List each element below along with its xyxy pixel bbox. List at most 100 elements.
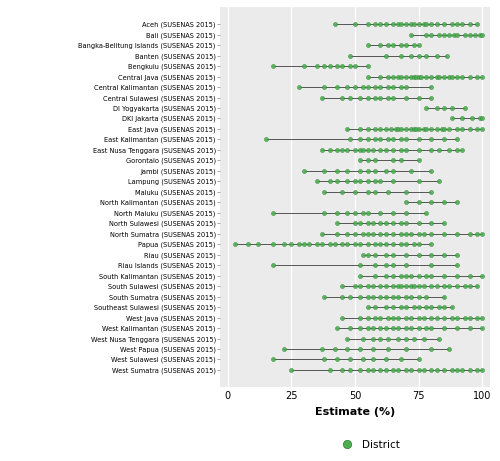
Point xyxy=(397,230,405,237)
Point xyxy=(435,73,443,80)
Point xyxy=(364,94,372,101)
Point xyxy=(369,146,377,154)
Point xyxy=(478,325,486,332)
Point xyxy=(356,293,364,300)
Point xyxy=(382,261,390,269)
Point xyxy=(372,136,380,143)
Point xyxy=(382,303,390,311)
Point xyxy=(356,125,364,133)
Point xyxy=(445,283,453,290)
Point xyxy=(453,325,461,332)
Point xyxy=(428,283,436,290)
Point xyxy=(376,41,384,49)
Point xyxy=(448,20,456,28)
Point xyxy=(356,167,364,175)
Point xyxy=(382,251,390,258)
Point xyxy=(428,20,436,28)
Point xyxy=(432,20,440,28)
Point xyxy=(372,261,380,269)
Point xyxy=(313,177,321,185)
Point xyxy=(351,230,359,237)
Point xyxy=(364,219,372,227)
Point xyxy=(372,241,380,248)
Point xyxy=(320,293,328,300)
Point xyxy=(389,303,397,311)
Point xyxy=(320,167,328,175)
Point xyxy=(384,345,392,353)
Point xyxy=(351,241,359,248)
Point xyxy=(402,335,410,342)
Point xyxy=(389,73,397,80)
Point xyxy=(288,366,296,373)
Point xyxy=(422,303,430,311)
Point xyxy=(369,293,377,300)
Point xyxy=(428,199,436,206)
Point xyxy=(376,335,384,342)
Point xyxy=(344,241,351,248)
Point xyxy=(320,356,328,363)
Point xyxy=(376,230,384,237)
Point xyxy=(414,293,422,300)
Point xyxy=(320,83,328,91)
Point xyxy=(364,230,372,237)
Point xyxy=(428,167,436,175)
Point xyxy=(364,73,372,80)
Point xyxy=(402,209,410,217)
Point xyxy=(402,199,410,206)
Point xyxy=(453,272,461,279)
Point xyxy=(440,366,448,373)
Point xyxy=(397,303,405,311)
Point xyxy=(372,83,380,91)
Point xyxy=(384,136,392,143)
Point xyxy=(389,83,397,91)
Point xyxy=(407,125,415,133)
Point xyxy=(356,177,364,185)
Point xyxy=(333,356,341,363)
Point xyxy=(428,261,436,269)
Point xyxy=(389,136,397,143)
Point xyxy=(376,20,384,28)
Point xyxy=(428,325,436,332)
Point xyxy=(382,356,390,363)
Point xyxy=(448,115,456,122)
Point xyxy=(326,366,334,373)
Point xyxy=(372,272,380,279)
Point xyxy=(262,136,270,143)
Point xyxy=(397,136,405,143)
Point xyxy=(372,251,380,258)
Point xyxy=(389,325,397,332)
Point xyxy=(232,241,239,248)
Point xyxy=(440,20,448,28)
Point xyxy=(270,356,278,363)
Point xyxy=(300,62,308,70)
Point xyxy=(364,157,372,164)
Point xyxy=(448,366,456,373)
Point xyxy=(414,177,422,185)
Point xyxy=(382,52,390,59)
Point xyxy=(412,125,420,133)
Point xyxy=(394,314,402,321)
Point xyxy=(440,73,448,80)
Point xyxy=(407,366,415,373)
Point xyxy=(428,272,436,279)
Point xyxy=(410,283,418,290)
Point xyxy=(422,20,430,28)
Point xyxy=(435,335,443,342)
Point xyxy=(326,62,334,70)
Point xyxy=(389,272,397,279)
Point xyxy=(432,283,440,290)
Point xyxy=(356,283,364,290)
Point xyxy=(402,188,410,195)
Point xyxy=(318,230,326,237)
Point xyxy=(458,146,466,154)
Point xyxy=(402,20,410,28)
Point xyxy=(397,41,405,49)
Point xyxy=(422,73,430,80)
Point xyxy=(460,283,468,290)
Point xyxy=(356,146,364,154)
Point xyxy=(372,177,380,185)
Point xyxy=(376,209,384,217)
Point xyxy=(458,20,466,28)
Point xyxy=(445,125,453,133)
Point xyxy=(382,293,390,300)
